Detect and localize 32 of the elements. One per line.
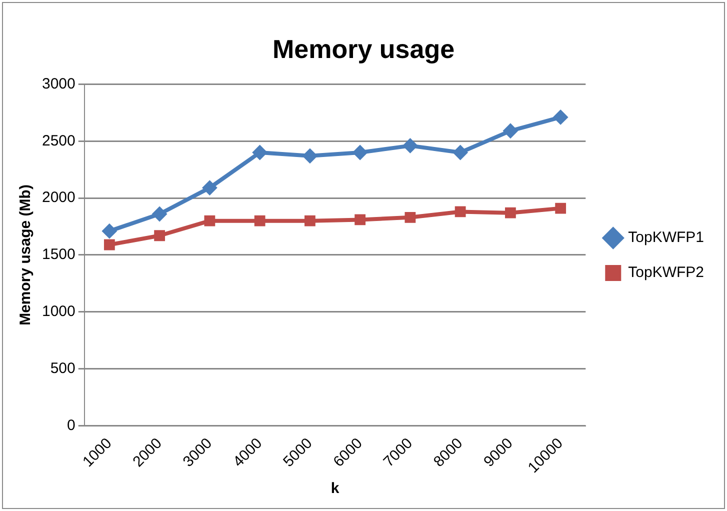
point: [152, 206, 168, 222]
point: [252, 145, 268, 160]
point: [352, 145, 368, 160]
point: [304, 215, 316, 226]
point: [404, 212, 416, 223]
y-tick-label: 2500: [42, 132, 76, 150]
point: [202, 180, 218, 196]
point: [452, 145, 468, 160]
point: [104, 239, 115, 250]
point: [302, 148, 318, 164]
point: [502, 123, 518, 138]
point: [102, 224, 117, 239]
x-axis-title: k: [330, 480, 340, 498]
point: [254, 215, 266, 226]
y-tick-label: 1500: [42, 246, 76, 264]
y-tick-label: 0: [67, 416, 76, 434]
point: [553, 110, 568, 125]
legend-label: TopKWFP2: [628, 264, 704, 282]
point: [555, 202, 566, 214]
y-tick-label: 3000: [42, 75, 76, 92]
y-axis-title: Memory usage (Mb): [17, 184, 34, 326]
y-tick-label: 500: [50, 360, 76, 377]
y-tick-label: 2000: [42, 189, 76, 206]
point: [354, 214, 366, 226]
point: [154, 230, 166, 242]
point: [204, 215, 216, 226]
point: [454, 206, 466, 218]
legend-label: TopKWFP1: [628, 229, 704, 246]
point: [505, 207, 516, 218]
point: [402, 138, 418, 154]
chart-title: Memory usage: [272, 34, 455, 64]
y-tick-label: 1000: [42, 303, 76, 320]
